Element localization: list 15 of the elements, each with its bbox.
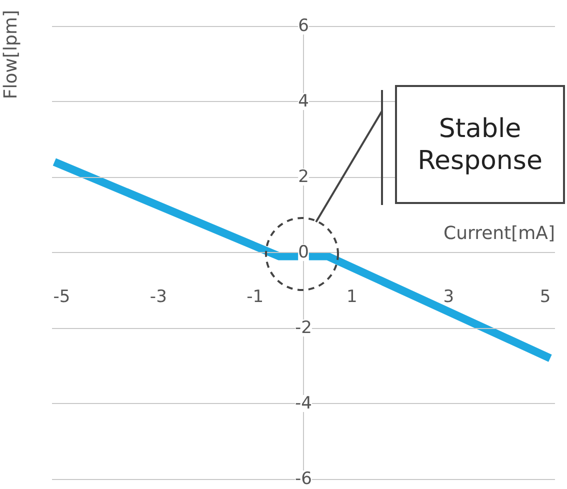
y-tick-label: -4 — [295, 394, 312, 414]
y-axis-title: Flow[lpm] — [0, 10, 22, 100]
y-tick-label: -6 — [295, 469, 312, 489]
x-tick-label: -3 — [150, 287, 167, 307]
x-tick-label: -5 — [53, 287, 70, 307]
x-tick-label: 1 — [346, 287, 358, 307]
y-tick-label: 0 — [298, 242, 309, 262]
x-tick-label: 3 — [443, 287, 454, 307]
x-axis-title: Current[mA] — [444, 223, 555, 244]
y-tick-label: 6 — [298, 16, 309, 36]
x-tick-label: 5 — [540, 287, 551, 307]
y-tick-label: 2 — [298, 167, 309, 187]
y-tick-label: 4 — [298, 92, 309, 112]
x-tick-label: -1 — [246, 287, 264, 307]
y-tick-label: -2 — [295, 318, 312, 338]
